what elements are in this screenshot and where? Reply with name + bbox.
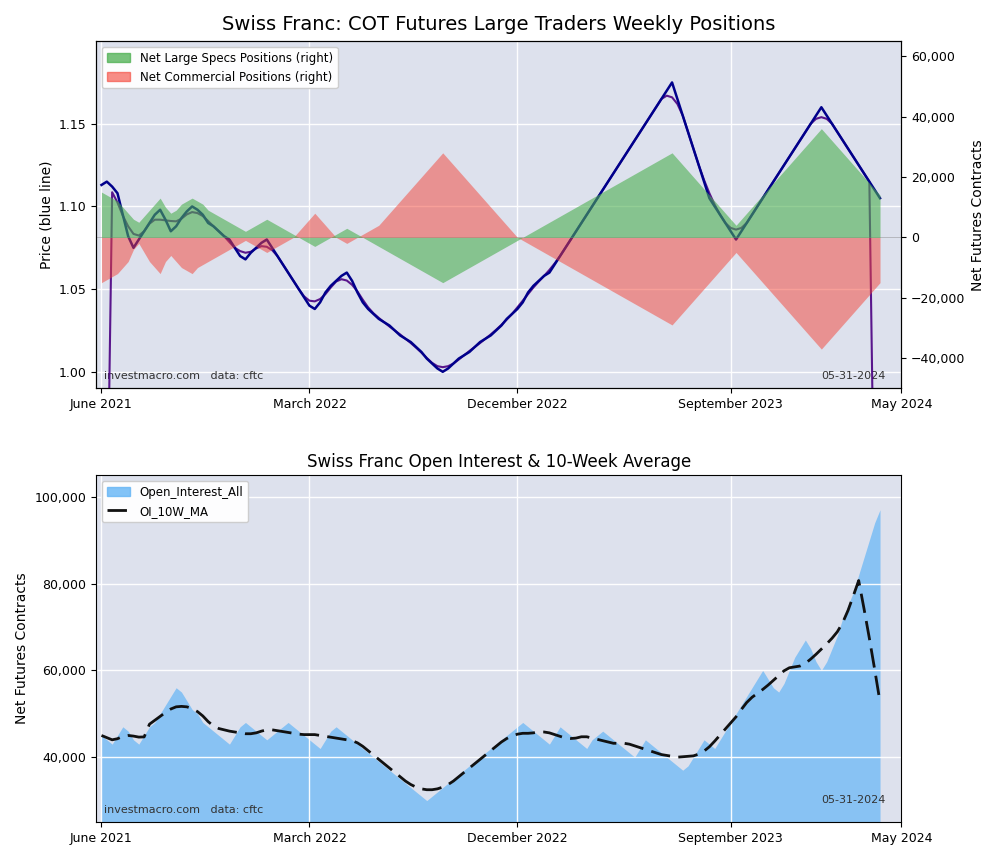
Text: investmacro.com   data: cftc: investmacro.com data: cftc [104, 805, 263, 815]
Title: Swiss Franc: COT Futures Large Traders Weekly Positions: Swiss Franc: COT Futures Large Traders W… [222, 15, 775, 34]
Legend: Open_Interest_All, OI_10W_MA: Open_Interest_All, OI_10W_MA [102, 481, 248, 522]
Title: Swiss Franc Open Interest & 10-Week Average: Swiss Franc Open Interest & 10-Week Aver… [307, 452, 691, 470]
Y-axis label: Price (blue line): Price (blue line) [39, 161, 53, 269]
Text: 05-31-2024: 05-31-2024 [821, 795, 885, 805]
Y-axis label: Net Futures Contracts: Net Futures Contracts [15, 573, 29, 724]
Y-axis label: Net Futures Contracts: Net Futures Contracts [971, 139, 985, 291]
Text: investmacro.com   data: cftc: investmacro.com data: cftc [104, 372, 263, 381]
Legend: Net Large Specs Positions (right), Net Commercial Positions (right): Net Large Specs Positions (right), Net C… [102, 47, 338, 89]
Text: 05-31-2024: 05-31-2024 [821, 372, 885, 381]
